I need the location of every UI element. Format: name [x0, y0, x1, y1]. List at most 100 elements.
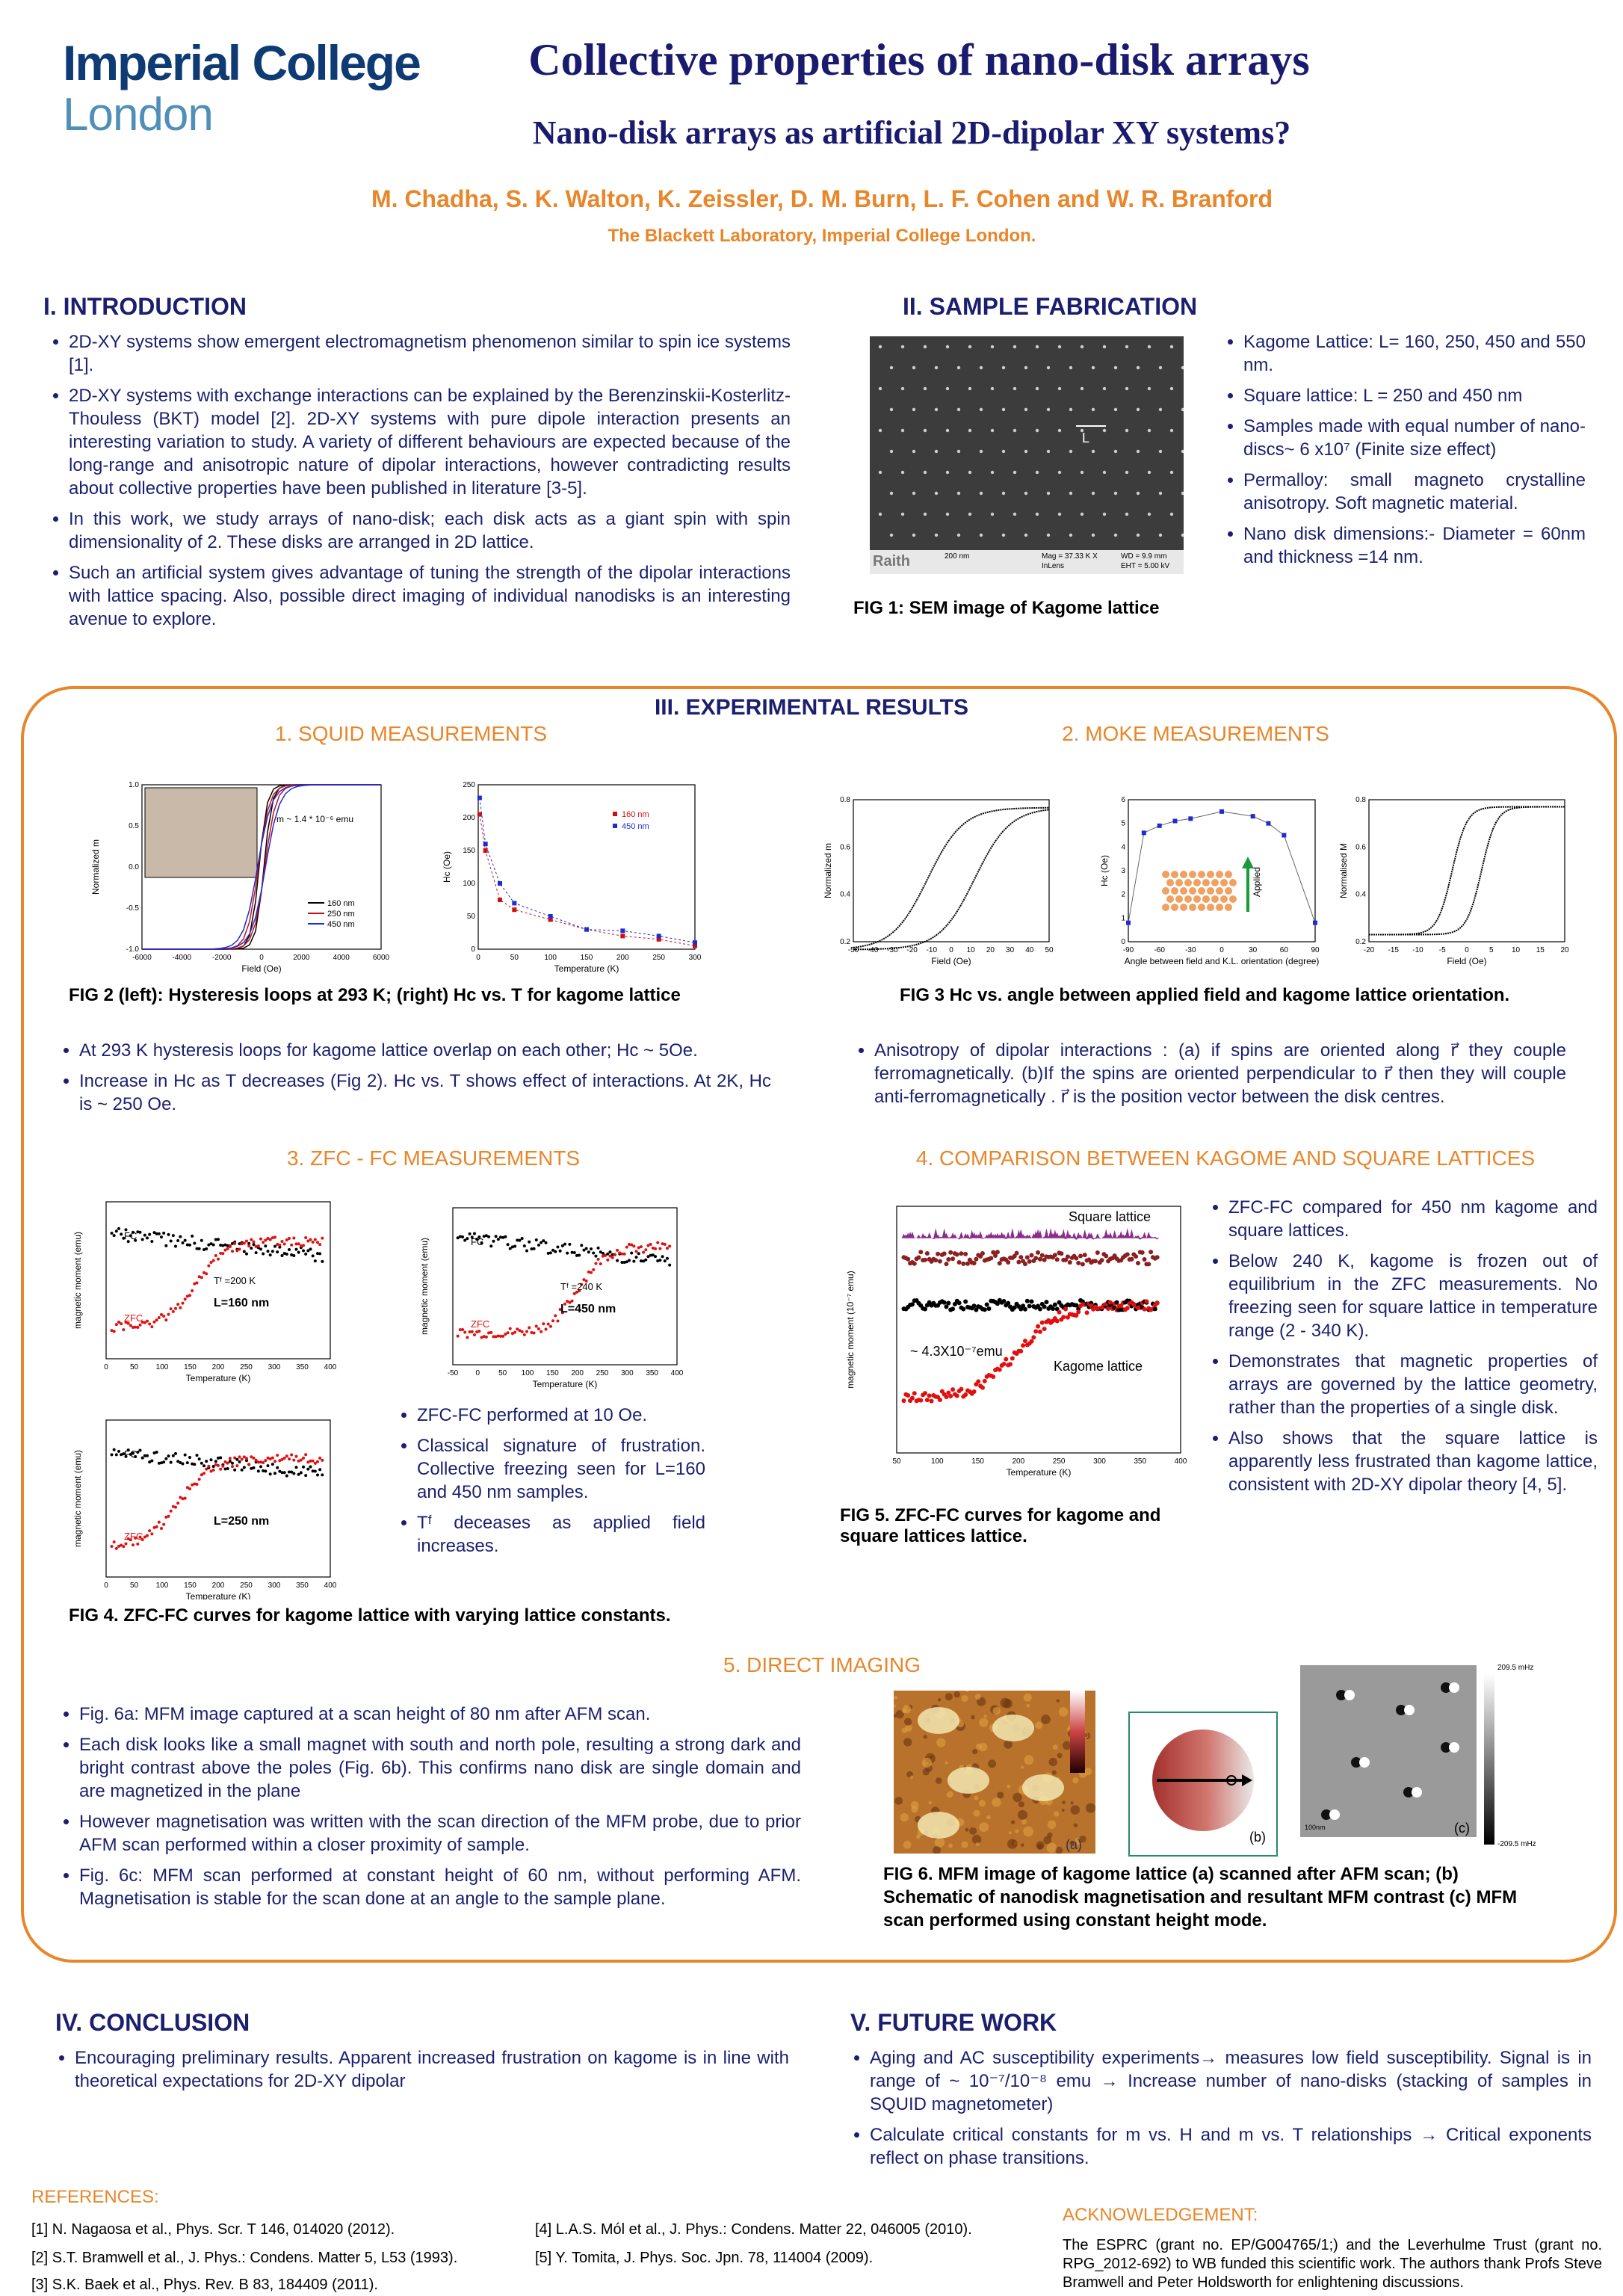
mfm-grain	[1020, 1843, 1024, 1847]
data-point	[1266, 821, 1271, 826]
mfm-grain	[975, 1743, 982, 1750]
x-axis-label: Temperature (K)	[186, 1591, 251, 1599]
sem-disk	[923, 428, 927, 433]
zfc-point	[592, 1268, 596, 1271]
x-tick-label: -6000	[132, 954, 152, 962]
sem-disk	[1001, 365, 1006, 370]
square-lattice-point	[927, 1232, 932, 1238]
zfc-point	[171, 1505, 175, 1508]
kagome-zfc-point	[1022, 1339, 1027, 1344]
squid-bullet: Increase in Hc as T decreases (Fig 2). H…	[79, 1070, 771, 1116]
zfc-bullet: Tᶠ deceases as applied field increases.	[417, 1511, 705, 1558]
fc-point	[273, 1244, 276, 1248]
mfm-grain	[974, 1795, 979, 1800]
square-lattice-point	[1006, 1231, 1011, 1238]
lattice-disk	[1193, 879, 1201, 886]
zfc-point	[188, 1294, 191, 1297]
zfc-point	[510, 1332, 514, 1336]
zfc-point	[140, 1538, 144, 1542]
fc-point	[152, 1231, 156, 1235]
mfm-grain	[1051, 1770, 1057, 1775]
fab-bullet: Nano disk dimensions:- Diameter = 60nm a…	[1243, 522, 1586, 569]
x-tick-label: -30	[1185, 946, 1196, 954]
loop-branch-up	[853, 806, 1050, 948]
sem-disk	[956, 407, 961, 412]
zfc-point	[299, 1244, 303, 1247]
sem-disk	[1035, 345, 1039, 349]
comp-bullet: Below 240 K, kagome is frozen out of equ…	[1228, 1250, 1598, 1342]
zfc-point	[231, 1465, 234, 1469]
square-lattice-point-2	[971, 1261, 977, 1266]
fc-point	[302, 1249, 305, 1253]
zfc-point	[193, 1482, 197, 1486]
sem-disk	[889, 491, 894, 496]
mfm-grain	[1057, 1753, 1063, 1759]
zfc-bullet: Classical signature of frustration. Coll…	[417, 1434, 705, 1504]
fc-point	[110, 1231, 114, 1235]
fc-point	[518, 1238, 522, 1242]
zfc-point	[468, 1330, 472, 1333]
zfc-point	[155, 1318, 158, 1322]
mfm-grain	[1035, 1721, 1043, 1729]
square-lattice-point-2	[923, 1257, 927, 1262]
data-point	[498, 881, 502, 886]
fc-point	[582, 1248, 586, 1252]
square-lattice-point	[1097, 1238, 1102, 1239]
fc-label: FC	[124, 1448, 137, 1460]
zfc-point	[242, 1455, 246, 1459]
zfc-point	[124, 1542, 128, 1546]
zfc-point	[461, 1328, 465, 1332]
loop-branch-down	[1368, 806, 1565, 936]
sem-disk	[1035, 428, 1039, 433]
fc-point	[273, 1472, 276, 1475]
square-lattice-point-2	[906, 1256, 911, 1262]
lattice-disk	[1180, 904, 1187, 911]
fc-point	[321, 1259, 324, 1263]
zfc-label: ZFC	[124, 1531, 143, 1542]
zfc-point	[124, 1321, 128, 1324]
hc-vs-angle-chart: -90 -60 -30 0 30 60 90 0 1 2 3 4 5 6 Angle between fie…	[1099, 796, 1320, 966]
sem-disk	[1181, 407, 1185, 412]
fc-point	[195, 1247, 199, 1250]
mfm-grain	[1021, 1765, 1024, 1769]
squid-heading: 1. SQUID MEASUREMENTS	[274, 722, 548, 745]
y-tick-label: 0.6	[1355, 843, 1366, 851]
zfc-point	[513, 1330, 517, 1334]
fc-point	[195, 1454, 199, 1457]
fc-point	[140, 1456, 144, 1460]
square-lattice-point	[1154, 1238, 1160, 1240]
zfc-point	[226, 1247, 229, 1250]
square-lattice-point-2	[989, 1256, 994, 1261]
zfc-point	[570, 1299, 574, 1303]
mfm-grain	[945, 1761, 948, 1765]
sem-disk	[1013, 428, 1017, 433]
kagome-zfc-point	[1063, 1306, 1069, 1312]
zfc-point	[250, 1455, 253, 1459]
zfc-point	[661, 1242, 664, 1246]
square-lattice-point	[1044, 1228, 1049, 1238]
zfc-point	[575, 1290, 578, 1294]
square-lattice-point	[1004, 1238, 1009, 1239]
zfc-point	[129, 1324, 132, 1327]
kagome-zfc-point	[918, 1398, 924, 1403]
moment-annotation: m ~ 1.4 * 10⁻⁶ emu	[276, 814, 353, 824]
mfm-grain	[1026, 1704, 1030, 1708]
kagome-zfc-point	[1018, 1348, 1024, 1354]
mfm-grain	[1018, 1801, 1024, 1808]
zfc-point	[651, 1246, 655, 1250]
y-tick-label: 1.0	[129, 781, 139, 789]
sem-disk	[1147, 428, 1151, 433]
mfm-grain	[1043, 1836, 1052, 1845]
kagome-zfc-point	[912, 1391, 917, 1396]
mfm-grain	[894, 1714, 897, 1718]
fc-point	[217, 1238, 220, 1241]
kagome-fc-point	[1029, 1299, 1034, 1304]
mfm-grain	[974, 1694, 981, 1700]
fc-point	[181, 1462, 185, 1466]
sem-disk	[990, 386, 995, 391]
fc-point	[150, 1459, 154, 1463]
zfc-point	[470, 1330, 474, 1333]
mfm-grain	[923, 1735, 927, 1739]
zfc-point	[528, 1326, 531, 1330]
sem-disk	[1091, 491, 1095, 496]
